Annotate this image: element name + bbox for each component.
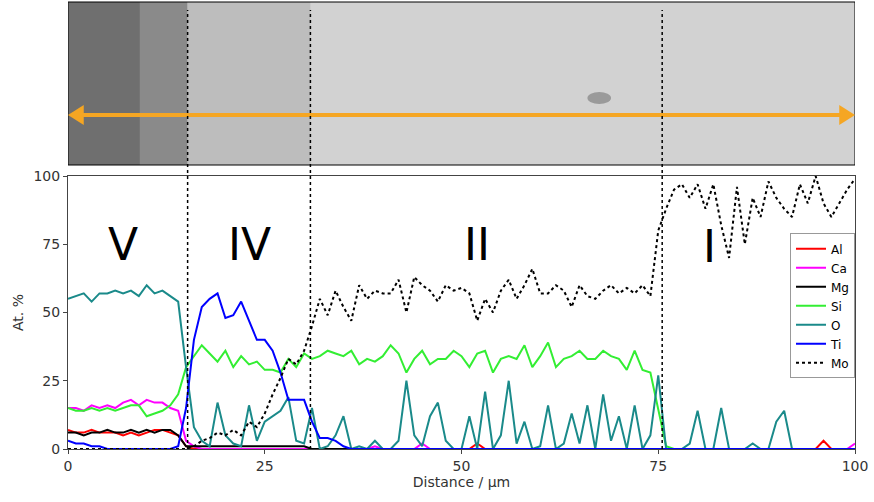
svg-text:75: 75 <box>42 236 60 252</box>
svg-text:I: I <box>703 221 716 272</box>
svg-text:0: 0 <box>51 441 60 457</box>
svg-text:50: 50 <box>42 304 60 320</box>
svg-text:25: 25 <box>256 458 274 474</box>
svg-text:IV: IV <box>228 219 271 270</box>
svg-text:Distance / μm: Distance / μm <box>413 474 510 490</box>
svg-text:O: O <box>831 319 840 333</box>
svg-text:25: 25 <box>42 373 60 389</box>
svg-text:Mo: Mo <box>831 357 849 371</box>
svg-text:50: 50 <box>453 458 471 474</box>
svg-text:100: 100 <box>33 168 60 184</box>
svg-text:V: V <box>108 219 138 270</box>
svg-text:100: 100 <box>842 458 869 474</box>
svg-text:Ti: Ti <box>830 338 841 352</box>
svg-text:Al: Al <box>831 243 843 257</box>
svg-text:0: 0 <box>64 458 73 474</box>
svg-text:At. %: At. % <box>10 294 26 331</box>
svg-text:Mg: Mg <box>831 281 849 295</box>
svg-text:II: II <box>464 219 490 270</box>
svg-text:Si: Si <box>831 300 842 314</box>
svg-text:Ca: Ca <box>831 262 847 276</box>
svg-text:75: 75 <box>649 458 667 474</box>
